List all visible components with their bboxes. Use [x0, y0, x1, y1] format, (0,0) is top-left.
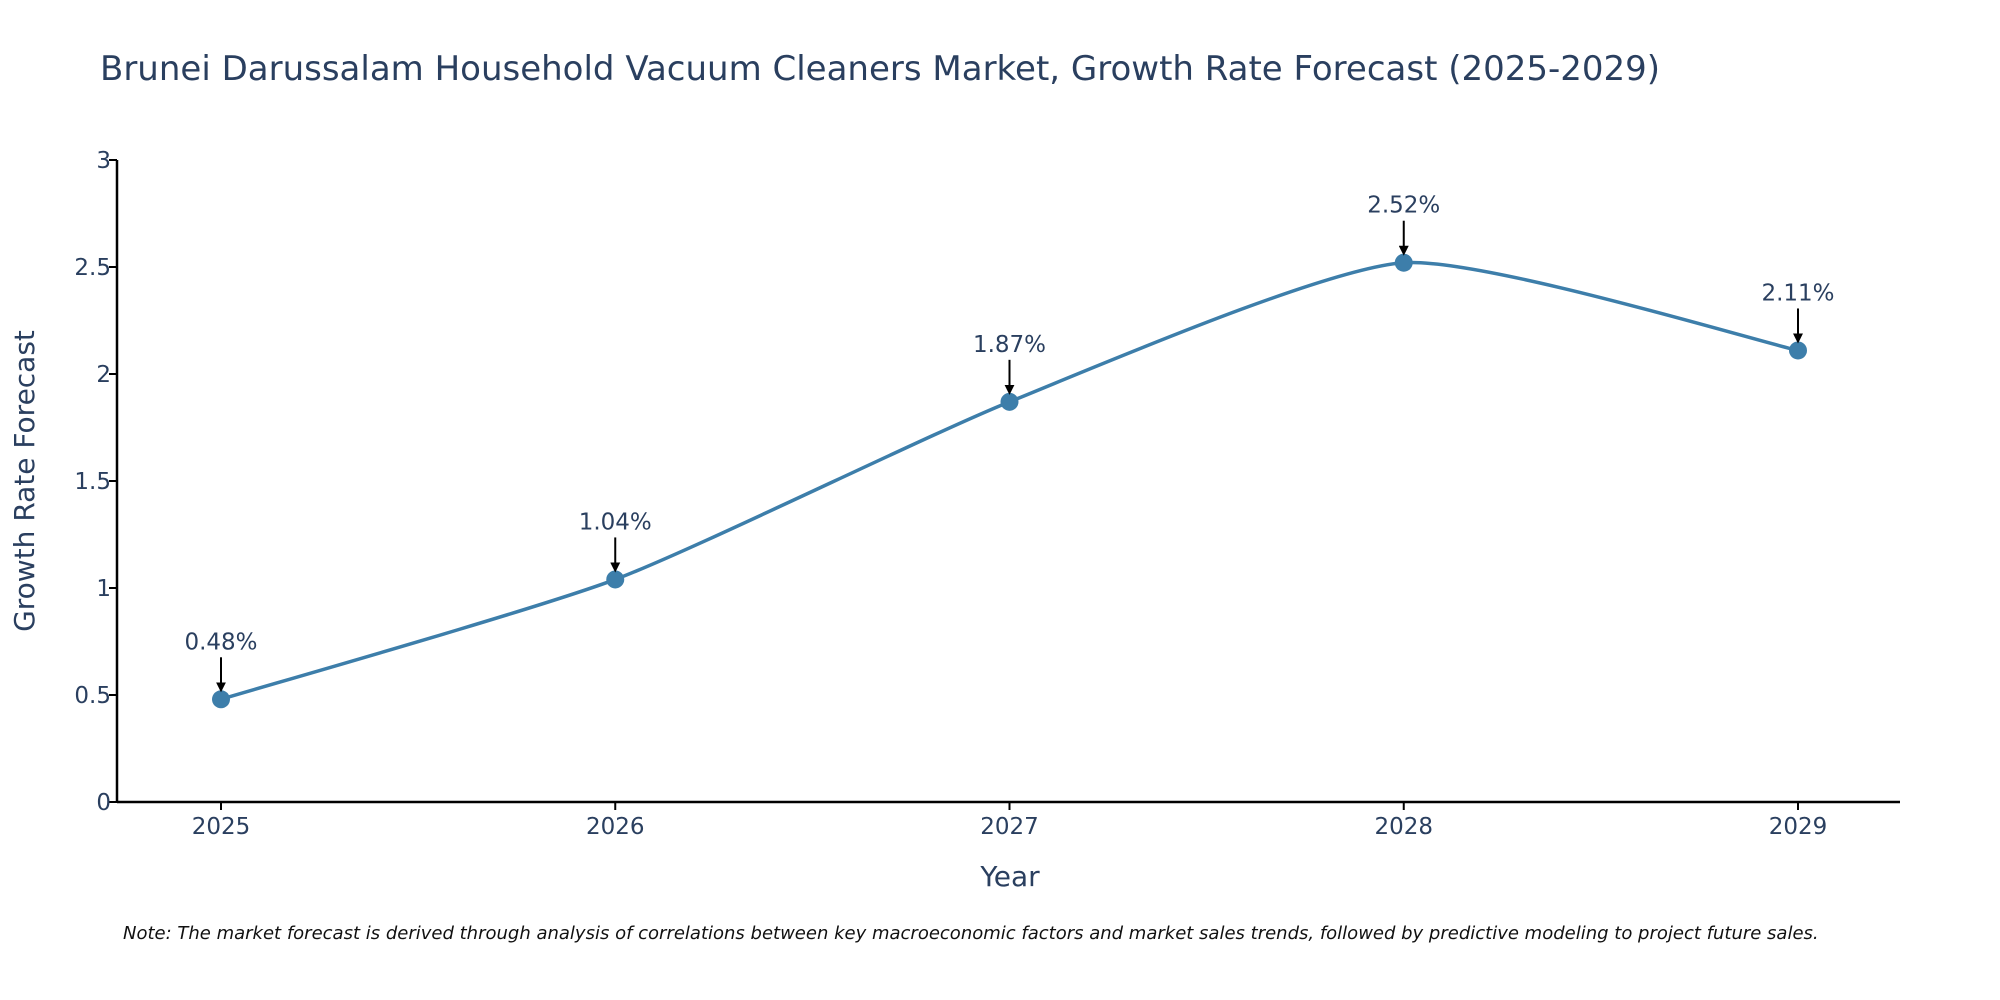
y-tick-label: 2 [96, 362, 111, 388]
x-tick-label: 2025 [192, 814, 251, 840]
y-tick-label: 0 [96, 790, 111, 816]
data-label: 1.87% [973, 332, 1046, 358]
y-tick-label: 0.5 [74, 683, 111, 709]
x-tick-label: 2029 [1769, 814, 1828, 840]
y-tick-label: 2.5 [74, 255, 111, 281]
x-tick-label: 2026 [586, 814, 645, 840]
data-point [1000, 392, 1019, 411]
y-axis-ticks: 0 0.5 1 1.5 2 2.5 3 [74, 148, 117, 816]
data-point [212, 690, 230, 709]
y-axis-title: Growth Rate Forecast [8, 330, 41, 632]
x-tick-label: 2027 [980, 814, 1039, 840]
x-axis-title: Year [979, 860, 1040, 893]
y-tick-label: 1.5 [74, 469, 111, 495]
growth-rate-line [220, 260, 1799, 701]
data-label: 0.48% [184, 629, 257, 655]
data-label: 2.11% [1761, 280, 1834, 306]
data-label: 2.52% [1367, 193, 1440, 219]
data-annotations: 0.48% 1.04% 1.87% 2.52% 2.11% [184, 193, 1835, 693]
chart-title: Brunei Darussalam Household Vacuum Clean… [100, 49, 1660, 89]
x-axis-ticks: 2025 2026 2027 2028 2029 [192, 802, 1828, 840]
data-label: 1.04% [579, 509, 652, 535]
x-tick-label: 2028 [1374, 814, 1433, 840]
footnote: Note: The market forecast is derived thr… [123, 923, 1819, 944]
y-tick-label: 1 [96, 576, 111, 602]
data-point [1789, 341, 1807, 360]
data-point [1394, 253, 1413, 272]
data-markers [212, 253, 1807, 709]
data-point [606, 570, 625, 589]
y-tick-label: 3 [96, 148, 111, 174]
